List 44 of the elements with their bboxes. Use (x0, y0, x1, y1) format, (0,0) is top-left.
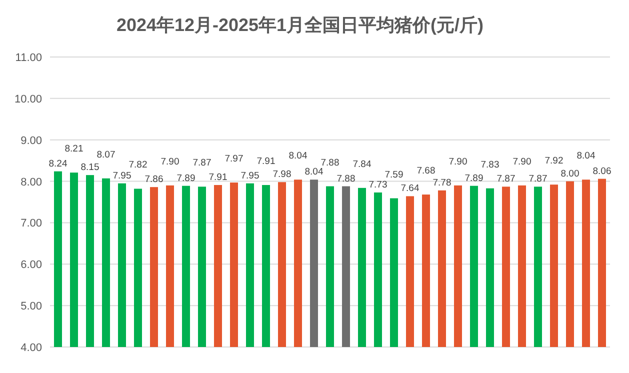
data-label: 7.87 (528, 174, 548, 185)
data-label: 8.21 (64, 144, 84, 155)
y-tick-label: 10.00 (14, 93, 42, 106)
data-label: 7.90 (512, 156, 532, 168)
data-label: 7.82 (128, 160, 148, 171)
data-label: 7.97 (224, 154, 244, 165)
data-label: 8.04 (576, 150, 596, 162)
y-tick-label: 7.00 (20, 218, 42, 230)
data-label: 7.91 (208, 172, 228, 184)
data-label: 7.89 (176, 172, 196, 184)
data-label: 7.86 (144, 174, 164, 186)
data-label: 7.83 (480, 159, 500, 170)
y-tick-label: 4.00 (20, 342, 42, 354)
y-tick-label: 6.00 (20, 259, 42, 272)
y-tick-label: 8.00 (20, 176, 42, 188)
data-label: 8.00 (560, 168, 580, 180)
y-tick-label: 5.00 (20, 300, 42, 313)
data-label: 7.95 (112, 170, 132, 182)
data-label: 7.68 (416, 166, 436, 177)
chart-title: 2024年12月-2025年1月全国日平均猪价(元/斤) (116, 15, 484, 35)
y-tick-label: 9.00 (20, 134, 42, 147)
data-label: 8.06 (592, 166, 612, 177)
data-label: 7.84 (352, 158, 372, 170)
data-label: 7.59 (384, 169, 404, 180)
data-label: 7.92 (544, 156, 564, 167)
data-label: 7.64 (400, 183, 420, 194)
data-label: 7.91 (256, 156, 276, 168)
data-label: 8.15 (80, 162, 100, 174)
data-label: 7.88 (336, 173, 356, 184)
data-label: 8.04 (288, 150, 308, 162)
data-label: 7.90 (448, 156, 468, 168)
data-label: 7.73 (368, 179, 388, 190)
data-label: 7.87 (192, 158, 212, 169)
data-label: 7.95 (240, 170, 260, 182)
data-label: 7.89 (464, 172, 484, 184)
y-tick-label: 11.00 (15, 52, 42, 64)
data-label: 7.98 (272, 169, 292, 180)
data-label: 7.87 (496, 174, 516, 185)
data-label: 7.88 (320, 157, 340, 168)
data-label: 7.90 (160, 156, 180, 168)
data-label: 8.24 (48, 158, 68, 170)
data-label: 7.78 (432, 177, 452, 188)
data-label: 8.04 (304, 166, 324, 178)
data-label: 8.07 (96, 149, 116, 160)
